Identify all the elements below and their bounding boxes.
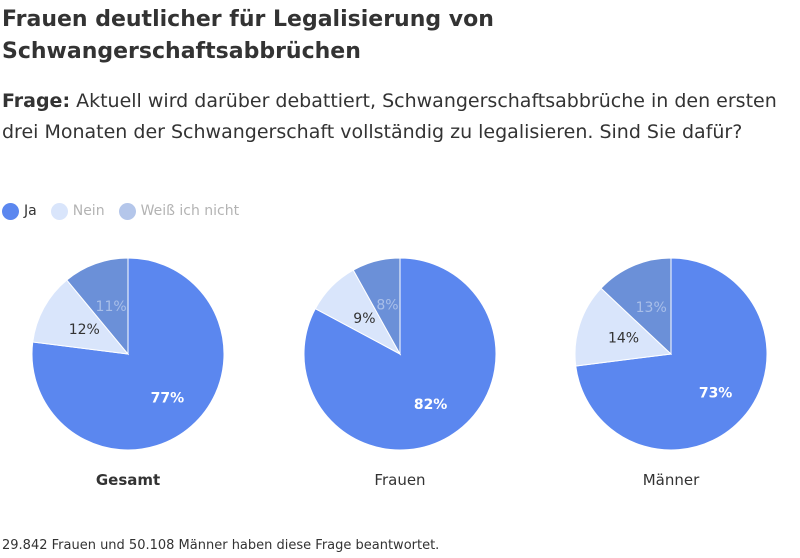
pie-label-ja-1: 82%: [414, 397, 448, 413]
pie-label-weiss-0: 11%: [96, 299, 127, 315]
pie-label-weiss-2: 13%: [636, 300, 667, 316]
pie-charts-svg: 77% 12% 11% Gesamt 82% 9%8% Frauen 73% 14% 13% Män…: [31, 257, 768, 489]
question-body: Aktuell wird darüber debattiert, Schwang…: [2, 90, 777, 143]
pie-label-ja-2: 73%: [699, 385, 733, 401]
pie-slice-nein-2[interactable]: [574, 287, 673, 367]
pie-slice-nein-0[interactable]: [32, 279, 130, 355]
pie-slice-weiss-0[interactable]: [66, 257, 129, 356]
question-label: Frage:: [2, 90, 71, 112]
pie-slice-weiss-1[interactable]: [352, 257, 401, 356]
legend: Ja Nein Weiß ich nicht: [2, 200, 253, 222]
pie-label-nein-2: 14%: [608, 331, 639, 347]
legend-item-weiss[interactable]: Weiß ich nicht: [118, 202, 240, 220]
footnote: 29.842 Frauen und 50.108 Männer haben di…: [2, 538, 440, 553]
legend-label-ja: Ja: [24, 203, 37, 219]
question-text: Frage: Aktuell wird darüber debattiert, …: [2, 86, 794, 148]
pie-label-ja-0: 77%: [151, 391, 185, 407]
legend-item-nein[interactable]: Nein: [50, 202, 105, 220]
pie-charts-area: 77% 12% 11% Gesamt 82% 9% 8% Frauen 73% 14% 13% Män…: [0, 250, 800, 500]
legend-swatch-ja: [2, 202, 19, 220]
pie-title-0: Gesamt: [96, 471, 160, 489]
legend-swatch-nein: [50, 202, 68, 220]
legend-label-nein: Nein: [72, 203, 105, 219]
pie-title-2: Männer: [643, 471, 700, 489]
pie-slice-weiss-2[interactable]: [600, 257, 672, 356]
legend-label-weiss: Weiß ich nicht: [140, 203, 240, 219]
legend-item-ja[interactable]: Ja: [2, 202, 37, 220]
pie-title-1: Frauen: [374, 471, 425, 489]
pie-label-nein-1: 9%: [353, 311, 375, 327]
chart-title: Frauen deutlicher für Legalisierung von …: [2, 7, 494, 64]
pie-slice-ja-1[interactable]: [303, 257, 497, 451]
pie-label-weiss-1: 8%: [376, 298, 398, 314]
pie-label-nein-0: 12%: [69, 322, 100, 338]
legend-swatch-weiss: [118, 202, 136, 220]
